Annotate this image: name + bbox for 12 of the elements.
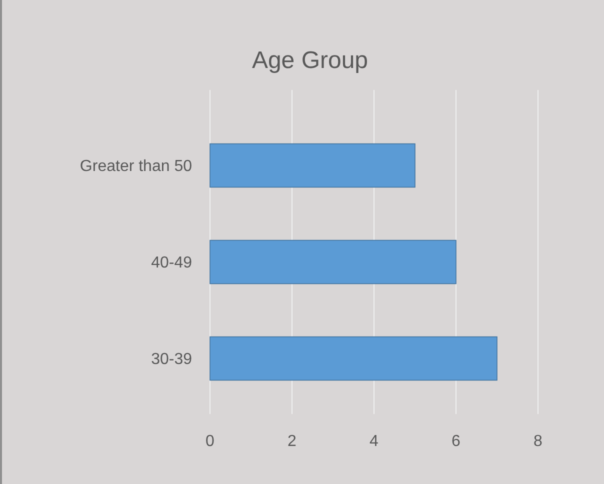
y-tick-label: 30-39 — [151, 351, 192, 368]
bar — [210, 240, 456, 284]
chart-title: Age Group — [252, 47, 368, 74]
x-tick-label: 2 — [288, 433, 297, 450]
y-tick-label: Greater than 50 — [80, 158, 192, 176]
bar — [210, 143, 416, 188]
x-tick-label: 6 — [452, 433, 461, 450]
x-tick-label: 0 — [206, 433, 215, 450]
y-tick-label: 40-49 — [151, 254, 192, 272]
x-tick-label: 4 — [370, 433, 379, 450]
bar — [210, 336, 498, 381]
x-tick-label: 8 — [534, 433, 543, 450]
